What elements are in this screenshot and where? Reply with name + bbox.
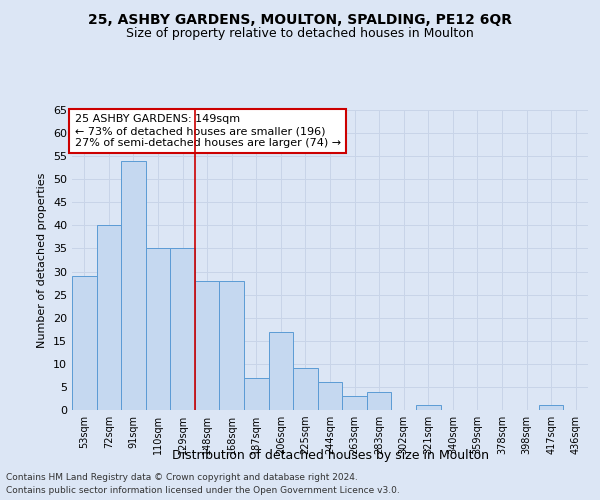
Text: Size of property relative to detached houses in Moulton: Size of property relative to detached ho… — [126, 28, 474, 40]
Bar — [146, 248, 170, 410]
Text: 25, ASHBY GARDENS, MOULTON, SPALDING, PE12 6QR: 25, ASHBY GARDENS, MOULTON, SPALDING, PE… — [88, 12, 512, 26]
Bar — [318, 382, 342, 410]
Text: Distribution of detached houses by size in Moulton: Distribution of detached houses by size … — [172, 448, 488, 462]
Bar — [121, 161, 146, 410]
Text: 25 ASHBY GARDENS: 149sqm
← 73% of detached houses are smaller (196)
27% of semi-: 25 ASHBY GARDENS: 149sqm ← 73% of detach… — [74, 114, 341, 148]
Bar — [170, 248, 195, 410]
Bar — [220, 281, 244, 410]
Bar — [195, 281, 220, 410]
Text: Contains HM Land Registry data © Crown copyright and database right 2024.: Contains HM Land Registry data © Crown c… — [6, 474, 358, 482]
Bar — [367, 392, 391, 410]
Bar — [269, 332, 293, 410]
Bar — [539, 406, 563, 410]
Bar — [293, 368, 318, 410]
Bar — [416, 406, 440, 410]
Text: Contains public sector information licensed under the Open Government Licence v3: Contains public sector information licen… — [6, 486, 400, 495]
Bar — [97, 226, 121, 410]
Bar — [342, 396, 367, 410]
Bar — [72, 276, 97, 410]
Bar — [244, 378, 269, 410]
Y-axis label: Number of detached properties: Number of detached properties — [37, 172, 47, 348]
